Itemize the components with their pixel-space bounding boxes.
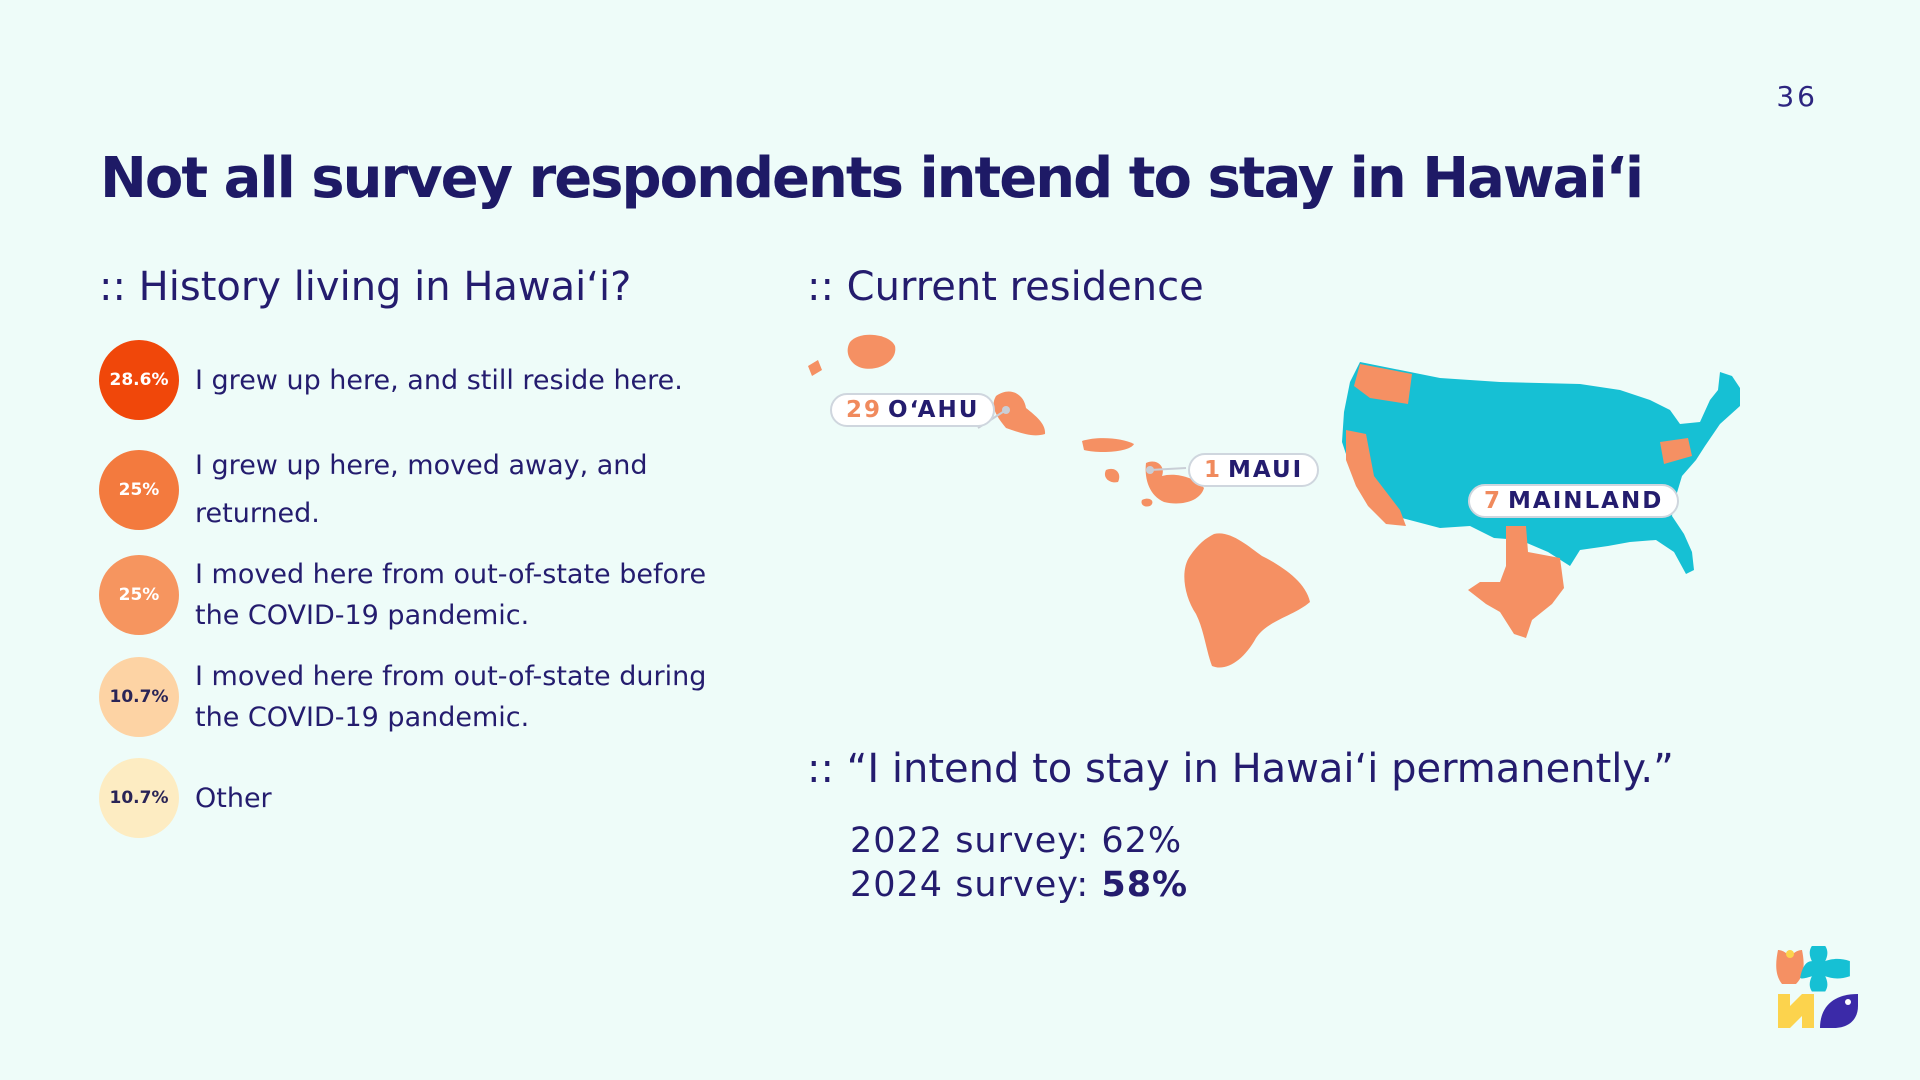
- legend-label: I grew up here, and still reside here.: [195, 364, 683, 396]
- legend-item: 25% I grew up here, moved away, and retu…: [99, 442, 655, 538]
- maui-island: [1145, 461, 1204, 504]
- oahu-island: [993, 391, 1046, 436]
- highlighted-states: [1346, 364, 1692, 638]
- oahu-name: OʻAHU: [888, 397, 980, 423]
- percent-bubble: 10.7%: [99, 758, 179, 838]
- legend-item: 10.7% I moved here from out-of-state dur…: [99, 656, 735, 738]
- map-graphic: [808, 334, 1740, 668]
- survey-row-2024: 2024 survey: 58%: [850, 865, 1188, 905]
- legend-item: 10.7% Other: [99, 758, 735, 838]
- survey-label: 2024 survey:: [850, 865, 1102, 905]
- pennsylvania-state: [1660, 438, 1692, 464]
- big-island: [1184, 533, 1310, 668]
- maui-label: 1 MAUI: [1188, 453, 1320, 487]
- mainland-label: 7 MAINLAND: [1468, 484, 1680, 518]
- percent-bubble: 25%: [99, 450, 179, 530]
- mainland-name: MAINLAND: [1508, 488, 1664, 514]
- california-state: [1346, 430, 1406, 526]
- maui-name: MAUI: [1228, 457, 1304, 483]
- kahoolawe-island: [1141, 498, 1153, 507]
- legend-item: 25% I moved here from out-of-state befor…: [99, 554, 735, 636]
- maui-count: 1: [1204, 457, 1223, 483]
- niihau-island: [808, 360, 822, 376]
- page-title: Not all survey respondents intend to sta…: [100, 146, 1644, 211]
- survey-value: 62%: [1101, 821, 1183, 861]
- washington-state: [1354, 364, 1412, 404]
- percent-bubble: 25%: [99, 555, 179, 635]
- percent-bubble: 28.6%: [99, 340, 179, 420]
- intent-heading: :: “I intend to stay in Hawaiʻi permanen…: [807, 746, 1674, 792]
- oahu-connector-dot: [1002, 406, 1010, 414]
- maui-connector-dot: [1146, 466, 1154, 474]
- kauai-island: [847, 334, 896, 369]
- legend-label: Other: [195, 782, 272, 814]
- survey-value-highlight: 58%: [1101, 865, 1189, 905]
- legend-item: 28.6% I grew up here, and still reside h…: [99, 340, 735, 420]
- mainland-us: [1342, 362, 1740, 574]
- survey-row-2022: 2022 survey: 62%: [850, 821, 1182, 861]
- lanai-island: [1104, 468, 1120, 483]
- history-heading: :: History living in Hawaiʻi?: [99, 264, 632, 310]
- hawaii-islands: [808, 334, 1310, 668]
- residence-map: 29 OʻAHU 1 MAUI 7 MAINLAND: [800, 320, 1800, 680]
- residence-heading: :: Current residence: [807, 264, 1204, 310]
- percent-bubble: 10.7%: [99, 657, 179, 737]
- legend-label: I moved here from out-of-state during th…: [195, 661, 707, 733]
- mainland-count: 7: [1484, 488, 1503, 514]
- legend-label: I moved here from out-of-state before th…: [195, 559, 707, 631]
- survey-label: 2022 survey:: [850, 821, 1102, 861]
- oahu-count: 29: [846, 397, 883, 423]
- molokai-island: [1082, 438, 1134, 452]
- texas-state: [1468, 526, 1564, 638]
- page-number: 36: [1776, 80, 1818, 113]
- legend-label: I grew up here, moved away, and returned…: [195, 450, 648, 529]
- maui-connector: [1149, 467, 1187, 471]
- flower-logo-icon: [1776, 946, 1858, 1028]
- oahu-label: 29 OʻAHU: [830, 393, 996, 427]
